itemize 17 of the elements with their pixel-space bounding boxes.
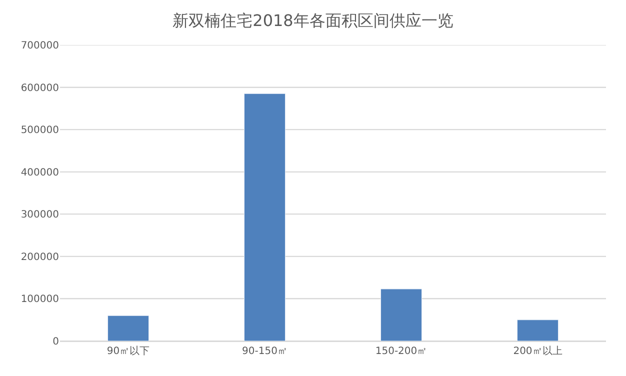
y-tick-label: 100000 [20, 294, 59, 306]
y-tick-label: 200000 [20, 252, 59, 263]
y-tick-label: 700000 [20, 40, 59, 52]
x-tick-label: 150-200㎡ [375, 346, 428, 357]
bar [244, 93, 286, 341]
y-tick-label: 400000 [20, 167, 59, 178]
x-tick-label: 90㎡以下 [106, 345, 150, 357]
bar [108, 315, 149, 341]
y-tick-label: 600000 [20, 82, 59, 94]
x-tick-label: 200㎡以上 [513, 345, 562, 357]
bar [517, 320, 558, 341]
bar [380, 288, 422, 341]
x-tick-label: 90-150㎡ [242, 346, 288, 357]
chart-title: 新双楠住宅2018年各面积区间供应一览 [172, 11, 454, 30]
y-tick-label: 0 [52, 336, 59, 348]
y-tick-label: 500000 [20, 125, 59, 136]
y-tick-label: 300000 [20, 210, 59, 221]
